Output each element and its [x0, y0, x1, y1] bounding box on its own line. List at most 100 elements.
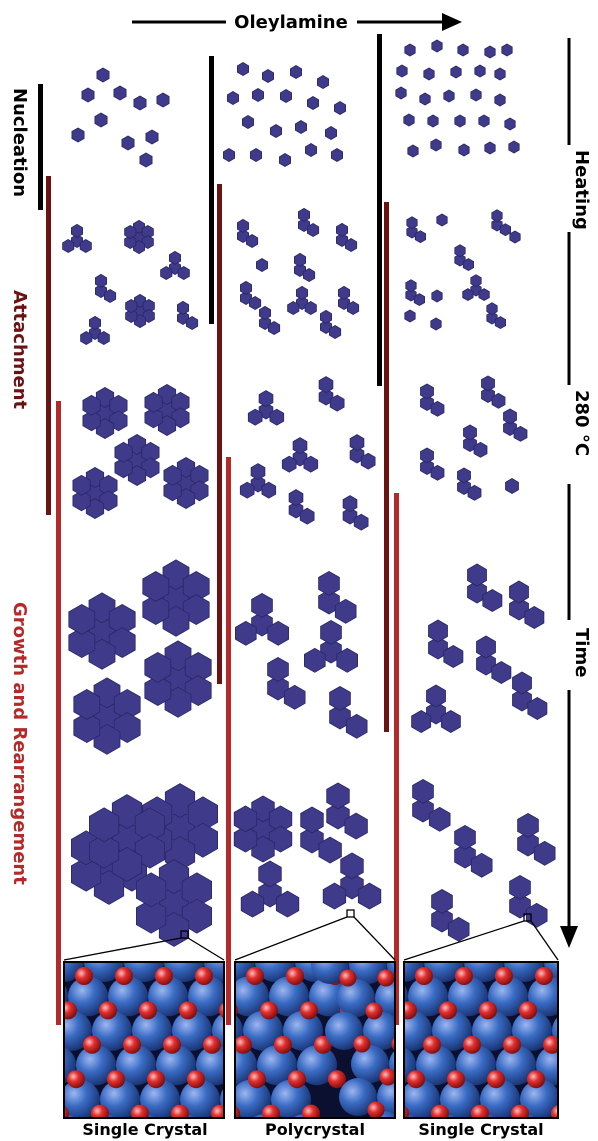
nanoparticle — [494, 93, 506, 107]
nanoparticle — [234, 620, 257, 646]
nanoparticle — [89, 807, 120, 843]
oxygen-atom — [131, 1104, 149, 1118]
nanoparticle — [97, 331, 110, 345]
nanoparticle — [486, 311, 498, 325]
nanoparticle — [467, 563, 487, 587]
nanoparticle — [426, 684, 446, 708]
oxygen-atom — [583, 1036, 598, 1054]
nanoparticle — [404, 309, 416, 323]
nanoparticle — [240, 890, 265, 918]
metal-atom — [64, 1079, 100, 1118]
nanoparticle — [413, 293, 426, 307]
nanoparticle — [340, 872, 364, 900]
metal-atom — [480, 1079, 520, 1118]
oxygen-atom — [248, 1070, 266, 1089]
nanoparticle — [162, 559, 190, 591]
nanoparticle — [267, 321, 281, 335]
oxygen-atom — [35, 967, 53, 985]
nanoparticle — [420, 447, 434, 464]
nanoparticle — [114, 457, 133, 479]
nanoparticle — [181, 898, 213, 934]
oleylamine-label: Oleylamine — [234, 12, 348, 33]
nanoparticle — [412, 797, 434, 823]
nanoparticle — [124, 235, 137, 249]
nanoparticle — [426, 701, 446, 725]
col3-nucleation-bar — [377, 34, 382, 386]
metal-atom — [148, 976, 188, 1017]
nanoparticle — [336, 647, 359, 673]
oxygen-atom — [527, 1070, 545, 1089]
oxygen-atom — [300, 1001, 318, 1020]
oxygen-atom — [75, 967, 93, 985]
col1-nucleation-bar — [38, 84, 43, 210]
metal-atom — [464, 962, 504, 982]
nanoparticle — [177, 266, 190, 280]
nanoparticle — [463, 424, 477, 441]
oxygen-atom — [455, 967, 473, 985]
nanoparticle — [405, 288, 417, 302]
nanoparticle — [89, 833, 120, 869]
nanoparticle — [517, 812, 539, 838]
oxygen-atom — [353, 1035, 371, 1053]
nanoparticle — [89, 315, 101, 330]
nanoparticle — [454, 253, 466, 267]
col3-growth-bar — [394, 493, 399, 1025]
oxygen-atom — [479, 1001, 497, 1020]
nanoparticle — [318, 589, 340, 615]
nanoparticle — [344, 812, 368, 840]
nanoparticle — [176, 300, 190, 315]
nanoparticle — [470, 88, 482, 102]
nanoparticle — [245, 234, 259, 248]
nanoparticle — [182, 594, 210, 626]
nanoparticle — [104, 289, 117, 303]
nanoparticle — [261, 69, 275, 83]
nanoparticle — [261, 481, 277, 499]
metal-atom — [172, 1010, 212, 1051]
nanoparticle — [340, 852, 364, 880]
nanoparticle — [322, 882, 347, 910]
nanoparticle — [431, 39, 443, 53]
metal-atom — [257, 1045, 297, 1086]
time-axis: Heating 280 °C Time — [560, 38, 592, 948]
oxygen-atom — [575, 967, 593, 985]
oxygen-atom — [495, 967, 513, 985]
oxygen-atom — [339, 969, 357, 987]
nanoparticle — [82, 394, 101, 416]
oxygen-atom — [260, 1001, 278, 1020]
nanoparticle — [436, 213, 448, 227]
nanoparticle — [156, 92, 170, 108]
nanoparticle — [482, 589, 503, 612]
nanoparticle — [527, 697, 548, 720]
oxygen-atom — [274, 1035, 292, 1054]
nanoparticle — [463, 436, 477, 452]
nanoparticle — [430, 317, 442, 331]
nanoparticle — [113, 85, 127, 101]
nanoparticle — [533, 840, 556, 866]
zoom-marker-1 — [180, 930, 189, 939]
nanoparticle — [411, 710, 432, 733]
zoom-marker-3 — [523, 913, 532, 922]
nanoparticle — [168, 250, 182, 265]
oxygen-atom — [99, 1001, 117, 1020]
oxygen-atom — [511, 933, 529, 951]
oxygen-atom — [352, 933, 370, 951]
nanoparticle — [144, 651, 172, 683]
nanoparticle — [319, 320, 333, 334]
oleylamine-arrow: Oleylamine — [132, 12, 462, 33]
nanoparticle — [499, 223, 512, 237]
nanoparticle — [287, 301, 300, 315]
nanoparticle — [299, 507, 315, 525]
nanoparticle — [476, 652, 496, 676]
nanoparticle — [481, 387, 495, 403]
caption-column-2: Polycrystal — [265, 1120, 365, 1139]
nanoparticle — [344, 238, 358, 252]
metal-atom — [84, 962, 124, 982]
nanoparticle — [427, 114, 439, 128]
stage-bars — [38, 34, 399, 1025]
nanoparticle — [512, 688, 532, 712]
metal-atom — [12, 1011, 52, 1051]
metal-atom — [325, 1012, 363, 1050]
nanoparticle — [278, 153, 292, 167]
oxygen-atom — [288, 1070, 306, 1089]
oxygen-atom — [404, 1105, 409, 1118]
